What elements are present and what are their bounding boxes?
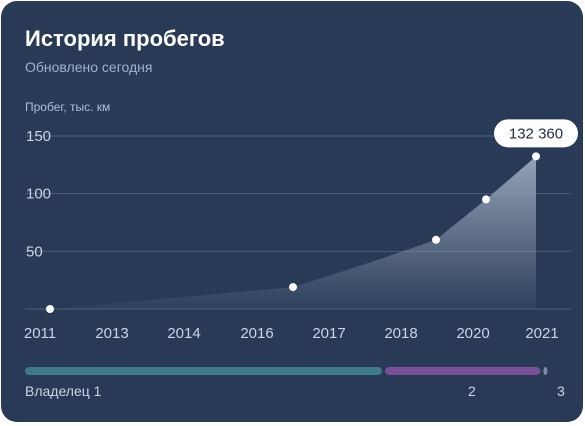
value-callout-text: 132 360: [509, 125, 563, 142]
y-axis-label: Пробег, тыс. км: [25, 100, 110, 114]
data-point: [289, 283, 297, 292]
y-tick-label: 50: [26, 243, 43, 260]
owner-label-1: Владелец 1: [25, 383, 102, 399]
x-tick-label: 2020: [456, 325, 489, 342]
owner-label-3: 3: [557, 383, 565, 399]
y-tick-label: 100: [26, 186, 51, 203]
y-tick-label: 150: [26, 128, 51, 145]
owner-segment-3: [543, 367, 548, 375]
data-point: [46, 305, 54, 313]
card-subtitle: Обновлено сегодня: [25, 59, 153, 75]
x-tick-label: 2021: [525, 325, 558, 342]
owner-label-2: 2: [468, 383, 476, 399]
mileage-area: [50, 156, 536, 309]
card-title: История пробегов: [25, 26, 225, 51]
data-point: [482, 195, 490, 204]
owner-segment-1: [25, 367, 382, 375]
x-tick-label: 2016: [240, 325, 273, 342]
x-tick-label: 2018: [384, 325, 417, 342]
x-tick-label: 2014: [167, 325, 200, 342]
x-tick-label: 2017: [312, 325, 345, 342]
data-point: [432, 235, 440, 244]
x-tick-label: 2011: [24, 325, 56, 342]
value-callout: [494, 119, 578, 148]
data-point: [532, 152, 540, 161]
x-tick-label: 2013: [95, 325, 128, 342]
owner-segment-2: [384, 367, 541, 375]
